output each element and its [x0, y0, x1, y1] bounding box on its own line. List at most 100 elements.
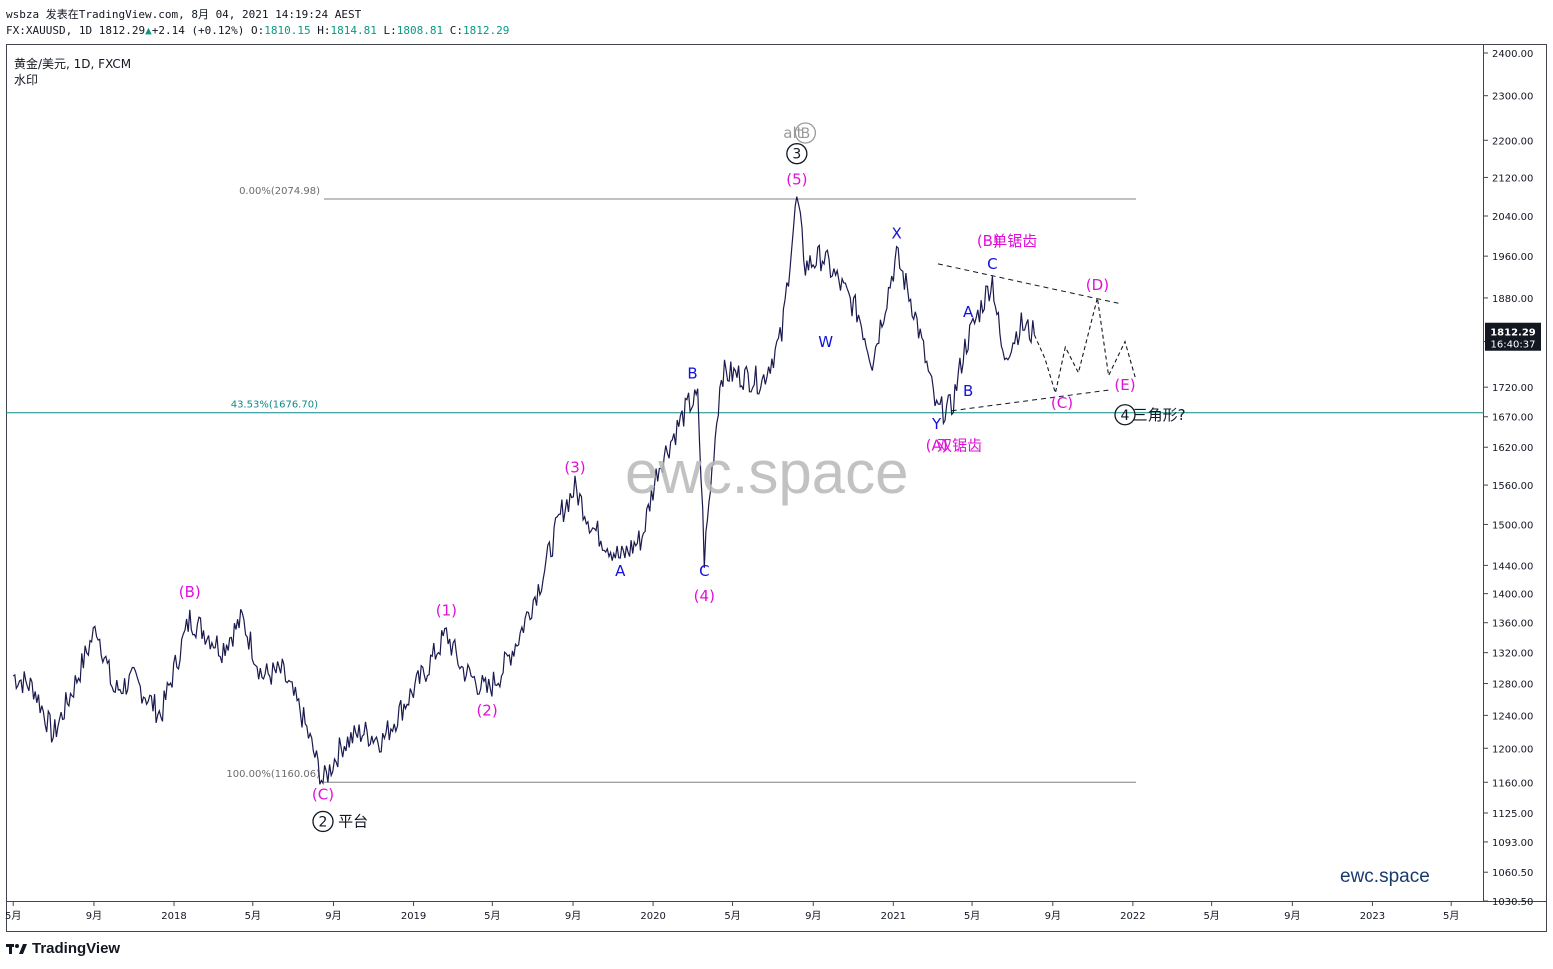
wave-label: A — [615, 562, 626, 580]
high-value: 1814.81 — [330, 24, 377, 37]
x-tick-label: 5月 — [1203, 910, 1219, 922]
y-tick-label: 1280.00 — [1492, 680, 1533, 691]
wave-label: (4) — [694, 587, 715, 605]
ohlc-line: FX:XAUUSD, 1D 1812.29▲+2.14 (+0.12%) O:1… — [6, 24, 509, 37]
wave-label: (3) — [564, 458, 585, 476]
x-tick-label: 5月 — [245, 910, 261, 922]
y-tick-label: 1560.00 — [1492, 481, 1533, 492]
x-tick-label: 5月 — [5, 910, 21, 922]
y-tick-label: 1200.00 — [1492, 744, 1533, 755]
y-tick-label: 2400.00 — [1492, 49, 1533, 60]
low-label: L: — [383, 24, 397, 37]
wave-label: (2) — [476, 701, 497, 719]
y-tick-label: 1400.00 — [1492, 590, 1533, 601]
brand-text: ewc.space — [1340, 866, 1430, 887]
tradingview-logo-text: TradingView — [32, 940, 121, 957]
wave-label: 4 — [1121, 408, 1130, 424]
fib-level-label: 43.53%(1676.70) — [231, 400, 318, 411]
wave-label: C — [987, 255, 997, 273]
price-axis[interactable] — [1484, 44, 1547, 902]
wave-label: 双锯齿 — [937, 436, 982, 454]
low-value: 1808.81 — [396, 24, 444, 37]
y-tick-label: 1160.00 — [1492, 778, 1533, 789]
x-tick-label: 5月 — [1443, 910, 1459, 922]
chart-pane[interactable] — [6, 44, 1484, 902]
x-tick-label: 9月 — [805, 910, 821, 922]
wave-label: (C) — [1051, 394, 1073, 412]
last-price: 1812.29 — [98, 24, 146, 37]
price-tag-box — [1485, 322, 1541, 351]
y-tick-label: 1440.00 — [1492, 561, 1533, 572]
wave-label: (B) — [977, 232, 999, 250]
close-label: C: — [449, 24, 463, 37]
wave-label-circle — [312, 810, 334, 833]
wave-label-circle — [1114, 404, 1136, 426]
wave-label: 单锯齿 — [992, 232, 1037, 250]
wave-label: 三角形? — [1133, 406, 1186, 424]
wave-label: 平台 — [338, 812, 368, 830]
wave-label: (E) — [1114, 376, 1135, 394]
wave-label: (5) — [786, 171, 807, 189]
price-change: +2.14 (+0.12%) — [151, 24, 245, 37]
wave-label: (C) — [312, 786, 334, 804]
y-tick-label: 1240.00 — [1492, 711, 1533, 722]
price-tag-countdown: 16:40:37 — [1491, 340, 1536, 351]
x-tick-label: 2020 — [640, 911, 665, 922]
y-tick-label: 1125.00 — [1492, 809, 1533, 820]
y-tick-label: 2200.00 — [1492, 136, 1533, 147]
x-tick-label: 2023 — [1360, 911, 1385, 922]
wave-label: Y — [931, 415, 942, 433]
wave-label: 2 — [319, 814, 328, 830]
wave-label: (D) — [1086, 276, 1109, 294]
wave-label-circle — [794, 122, 817, 144]
wave-label: C — [699, 562, 709, 580]
wave-label: (B) — [179, 583, 201, 601]
y-tick-label: 1620.00 — [1492, 443, 1533, 454]
triangle-trendline — [937, 263, 1119, 304]
y-tick-label: 1880.00 — [1492, 294, 1533, 305]
y-tick-label: 1030.50 — [1492, 897, 1533, 908]
x-tick-label: 2021 — [881, 911, 906, 922]
tradingview-logo-icon — [6, 943, 27, 954]
wave-label: B — [687, 364, 697, 382]
triangle-trendline — [951, 389, 1109, 412]
x-tick-label: 9月 — [325, 910, 341, 922]
wave-label: W — [818, 333, 833, 351]
projection-path — [1033, 297, 1137, 396]
x-tick-label: 9月 — [86, 910, 102, 922]
high-label: H: — [317, 24, 331, 37]
y-tick-label: 1500.00 — [1492, 520, 1533, 531]
x-tick-label: 5月 — [964, 910, 980, 922]
wave-label: (1) — [436, 601, 457, 619]
y-tick-label: 1360.00 — [1492, 619, 1533, 630]
time-axis[interactable] — [6, 902, 1547, 932]
close-value: 1812.29 — [463, 24, 510, 37]
price-series-line — [12, 196, 1035, 786]
symbol-interval: FX:XAUUSD, 1D — [6, 24, 93, 37]
y-tick-label: 1720.00 — [1492, 383, 1533, 394]
symbol-legend[interactable]: 黄金/美元, 1D, FXCM 水印 — [14, 56, 131, 88]
y-tick-label: 2040.00 — [1492, 212, 1533, 223]
open-label: O: — [251, 24, 265, 37]
publish-info: wsbza 发表在TradingView.com, 8月 04, 2021 14… — [6, 8, 362, 21]
x-tick-label: 2019 — [401, 911, 426, 922]
x-tick-label: 5月 — [484, 910, 500, 922]
tradingview-footer[interactable]: TradingView — [6, 940, 120, 957]
wave-label: 3 — [792, 147, 801, 163]
y-tick-label: 1960.00 — [1492, 252, 1533, 263]
wave-label: B — [801, 126, 811, 142]
wave-label-circle — [786, 143, 808, 165]
x-tick-label: 2018 — [161, 911, 186, 922]
wave-label: B — [963, 382, 973, 400]
x-tick-label: 9月 — [1045, 910, 1061, 922]
x-tick-label: 5月 — [724, 910, 740, 922]
wave-label: alt — [783, 124, 802, 142]
wave-label: (A) — [926, 436, 948, 454]
price-tag-value: 1812.29 — [1490, 328, 1536, 339]
watermark-text: ewc.space — [625, 439, 909, 506]
symbol-sub: 水印 — [14, 73, 39, 87]
y-tick-label: 1320.00 — [1492, 649, 1533, 660]
y-tick-label: 1093.00 — [1492, 838, 1533, 849]
x-tick-label: 9月 — [565, 910, 581, 922]
